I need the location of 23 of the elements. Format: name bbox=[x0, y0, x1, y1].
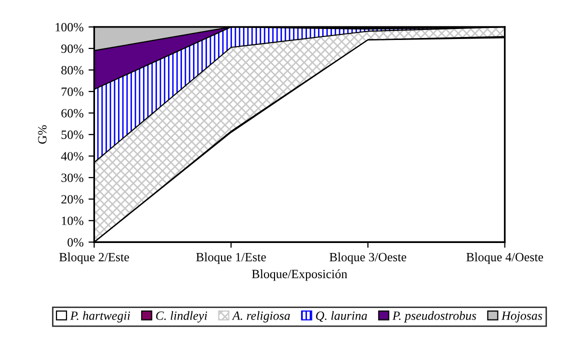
x-tick-label: Bloque 4/Oeste bbox=[466, 252, 544, 264]
y-tick-label: 40% bbox=[61, 152, 84, 161]
x-tick-label: Bloque 1/Este bbox=[196, 252, 266, 264]
y-tick-label: 90% bbox=[61, 44, 84, 53]
x-axis-title: Bloque/Exposición bbox=[252, 269, 348, 281]
y-tick-label: 70% bbox=[62, 88, 84, 96]
y-tick-label: 60% bbox=[61, 109, 84, 118]
legend-label: P. pseudostrobus bbox=[392, 311, 476, 322]
legend-label: A. religiosa bbox=[232, 311, 290, 322]
y-tick-label: 50% bbox=[62, 130, 84, 140]
y-axis-title: G% bbox=[38, 125, 47, 144]
legend-label: Q. laurina bbox=[316, 311, 367, 322]
y-tick-label: 10% bbox=[62, 216, 84, 226]
legend-label: P. hartwegii bbox=[70, 311, 130, 322]
y-tick-label: 30% bbox=[61, 174, 84, 182]
y-tick-label: 100% bbox=[56, 22, 84, 32]
y-tick-label: 80% bbox=[61, 66, 84, 74]
x-tick-label: Bloque 3/Oeste bbox=[330, 252, 406, 264]
y-tick-label: 20% bbox=[61, 195, 84, 204]
y-tick-label: 0% bbox=[68, 238, 84, 247]
legend-label: C. lindleyi bbox=[156, 311, 208, 322]
legend-label: Hojosas bbox=[501, 312, 542, 322]
x-tick-label: Bloque 2/Este bbox=[59, 252, 129, 264]
